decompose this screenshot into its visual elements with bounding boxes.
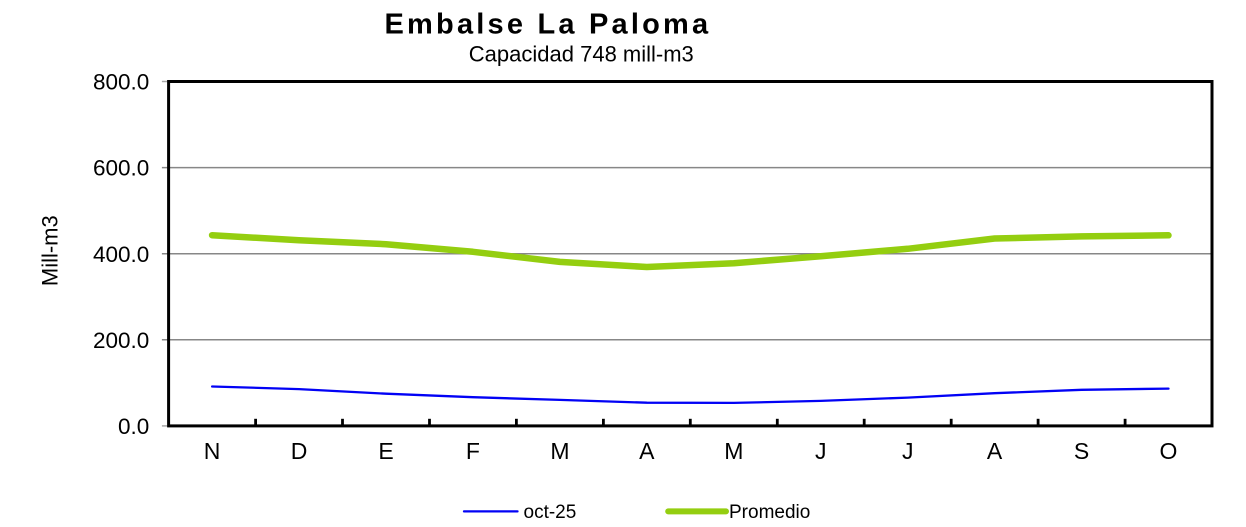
- svg-text:J: J: [902, 438, 914, 464]
- svg-text:S: S: [1074, 438, 1089, 464]
- svg-text:400.0: 400.0: [93, 242, 149, 267]
- svg-text:N: N: [204, 438, 221, 464]
- svg-text:600.0: 600.0: [93, 156, 149, 181]
- svg-text:Embalse La Paloma: Embalse La Paloma: [385, 8, 712, 40]
- svg-text:A: A: [987, 438, 1003, 464]
- svg-text:F: F: [466, 438, 480, 464]
- svg-text:D: D: [291, 438, 308, 464]
- svg-text:200.0: 200.0: [93, 328, 149, 353]
- svg-text:M: M: [724, 438, 743, 464]
- svg-text:J: J: [815, 438, 827, 464]
- svg-text:Promedio: Promedio: [729, 502, 810, 523]
- svg-text:E: E: [378, 438, 393, 464]
- svg-text:M: M: [550, 438, 569, 464]
- svg-text:0.0: 0.0: [118, 414, 149, 439]
- svg-text:O: O: [1160, 438, 1178, 464]
- svg-text:A: A: [639, 438, 655, 464]
- svg-text:800.0: 800.0: [93, 70, 149, 95]
- svg-text:oct-25: oct-25: [524, 502, 577, 523]
- svg-text:Mill-m3: Mill-m3: [38, 215, 63, 286]
- svg-text:Capacidad 748 mill-m3: Capacidad 748 mill-m3: [469, 42, 694, 67]
